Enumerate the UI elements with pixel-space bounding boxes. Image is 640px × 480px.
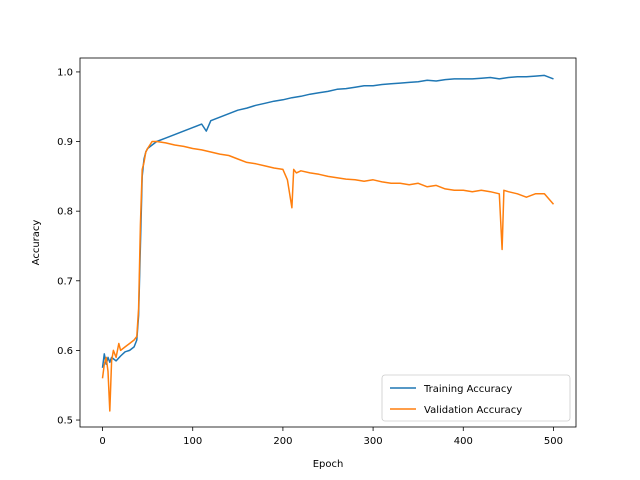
y-tick-label: 1.0 [57, 67, 73, 78]
y-tick-label: 0.8 [57, 207, 73, 218]
legend-box [381, 374, 571, 422]
series-layer [101, 74, 555, 412]
x-tick-label: 300 [364, 436, 383, 447]
y-tick-label: 0.5 [57, 416, 73, 427]
x-axis-label: Epoch [313, 459, 344, 470]
plot-area [80, 58, 576, 427]
x-tick-label: 400 [454, 436, 473, 447]
y-axis: 0.5 0.6 0.7 0.8 0.9 1.0 [57, 67, 80, 427]
y-tick-label: 0.7 [57, 276, 73, 287]
y-tick-label: 0.6 [57, 346, 73, 357]
x-tick-label: 0 [99, 436, 105, 447]
plot-frame [79, 57, 577, 428]
y-axis-label: Accuracy [31, 220, 42, 266]
legend-label: Validation Accuracy [424, 405, 522, 416]
series-line-1 [101, 74, 554, 368]
x-axis: 0 100 200 300 400 500 [99, 427, 563, 447]
series-line-2 [101, 140, 555, 412]
x-tick-label: 100 [183, 436, 202, 447]
y-tick-label: 0.9 [57, 137, 73, 148]
legend: Training Accuracy Validation Accuracy [381, 374, 571, 422]
x-tick-label: 500 [544, 436, 563, 447]
legend-label: Training Accuracy [423, 384, 512, 395]
x-tick-label: 200 [273, 436, 292, 447]
